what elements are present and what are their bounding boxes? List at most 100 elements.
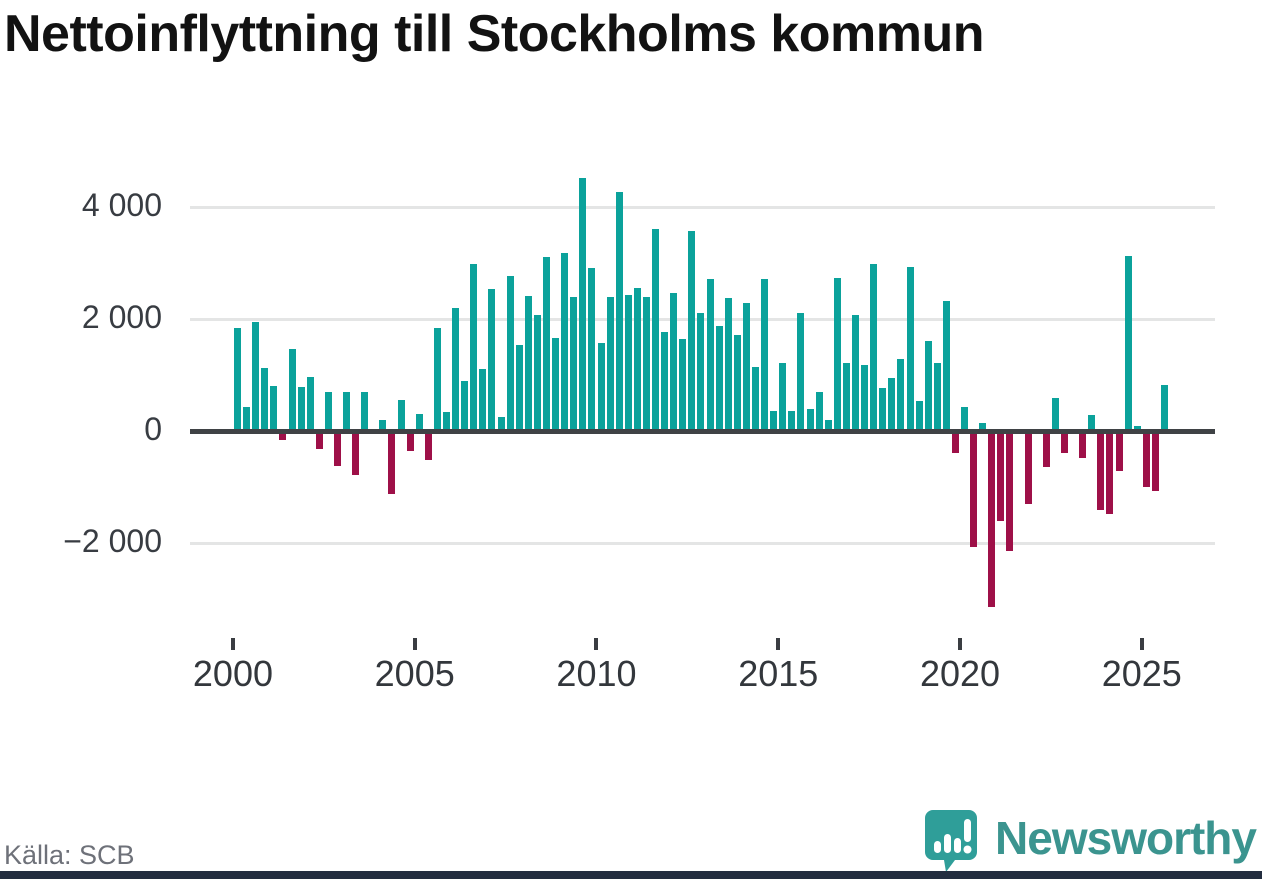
bar-2006Q4 <box>479 369 487 432</box>
bar-2021Q2 <box>1006 431 1014 551</box>
bar-2010Q3 <box>615 191 623 432</box>
bar-2002Q1 <box>306 376 314 432</box>
bar-2012Q2 <box>679 339 687 432</box>
bar-2022Q2 <box>1042 431 1050 467</box>
x-axis-tick-2010 <box>594 638 599 650</box>
x-axis-tick-label: 2010 <box>556 653 637 694</box>
bar-2007Q1 <box>488 288 496 432</box>
x-axis-tick-2020 <box>957 638 962 650</box>
bar-2001Q1 <box>270 385 278 432</box>
bar-2018Q1 <box>888 378 896 432</box>
bar-2011Q2 <box>642 297 650 432</box>
bar-2018Q3 <box>906 266 914 432</box>
bar-2006Q2 <box>461 381 469 432</box>
bar-2002Q4 <box>333 431 341 467</box>
bar-2005Q1 <box>415 414 423 432</box>
bar-2019Q4 <box>951 431 959 453</box>
bar-2003Q2 <box>352 431 360 476</box>
bar-2000Q1 <box>234 327 241 432</box>
bar-2023Q3 <box>1088 414 1096 432</box>
bar-2019Q3 <box>942 301 950 432</box>
zero-axis-line <box>190 429 1215 434</box>
bar-2018Q2 <box>897 359 905 432</box>
bar-2015Q3 <box>797 313 805 432</box>
x-axis-tick-2015 <box>776 638 781 650</box>
gridline-4000 <box>190 206 1215 209</box>
bar-2008Q3 <box>542 256 550 432</box>
bar-2024Q3 <box>1124 255 1132 432</box>
bar-2011Q1 <box>633 288 641 432</box>
bar-2020Q4 <box>988 431 996 607</box>
bar-2002Q2 <box>315 431 323 450</box>
bar-2009Q3 <box>579 177 587 432</box>
bar-2015Q2 <box>788 411 796 432</box>
bar-2017Q3 <box>870 264 878 432</box>
bar-2005Q3 <box>433 327 441 432</box>
bar-2010Q4 <box>624 294 632 432</box>
bar-2000Q3 <box>252 322 260 432</box>
source-label: Källa: SCB <box>4 840 135 870</box>
bar-2017Q1 <box>851 315 859 432</box>
bar-2025Q3 <box>1160 385 1168 432</box>
bar-2010Q1 <box>597 343 605 432</box>
gridline--2000 <box>190 542 1215 545</box>
x-axis-tick-label: 2005 <box>374 653 455 694</box>
bar-2012Q3 <box>688 231 696 432</box>
x-axis-tick-2005 <box>412 638 417 650</box>
bar-2012Q1 <box>670 293 678 432</box>
bar-2001Q4 <box>297 386 305 432</box>
bar-2023Q4 <box>1097 431 1105 510</box>
bar-2025Q2 <box>1151 431 1159 492</box>
bar-2024Q4 <box>1133 426 1141 432</box>
y-axis-tick-label: 4 000 <box>81 186 162 223</box>
bar-2006Q1 <box>452 308 460 432</box>
bar-2008Q4 <box>552 337 560 432</box>
bar-2022Q3 <box>1051 398 1059 432</box>
bar-2011Q4 <box>661 332 669 432</box>
bar-2003Q3 <box>361 391 369 432</box>
bar-2001Q3 <box>288 349 296 432</box>
bar-2009Q2 <box>570 297 578 432</box>
newsworthy-logo: Newsworthy <box>923 808 1257 874</box>
bar-2021Q4 <box>1024 431 1032 505</box>
bar-2022Q4 <box>1061 431 1068 453</box>
x-axis-tick-label: 2000 <box>192 653 273 694</box>
x-axis-tick-2025 <box>1139 638 1144 650</box>
bar-2025Q1 <box>1142 431 1150 487</box>
bar-2004Q4 <box>406 431 414 451</box>
bar-2011Q3 <box>652 228 660 432</box>
bar-2023Q2 <box>1079 431 1087 459</box>
newsworthy-icon <box>925 810 978 872</box>
bar-2004Q3 <box>397 399 405 432</box>
bar-2008Q1 <box>524 295 532 432</box>
bar-2001Q2 <box>279 431 287 440</box>
bar-2009Q1 <box>561 252 569 432</box>
bar-2013Q4 <box>733 335 741 432</box>
bar-2010Q2 <box>606 297 614 432</box>
bar-2016Q1 <box>815 392 823 432</box>
bar-2016Q4 <box>842 363 850 432</box>
bar-2004Q2 <box>388 431 396 495</box>
bar-2020Q3 <box>979 423 987 432</box>
bar-2019Q1 <box>924 341 932 432</box>
bar-2018Q4 <box>915 401 923 432</box>
bar-2002Q3 <box>324 391 332 432</box>
y-axis-tick-label: 2 000 <box>81 298 162 335</box>
bar-2021Q1 <box>997 431 1005 521</box>
x-axis-tick-label: 2015 <box>738 653 819 694</box>
bar-2019Q2 <box>933 363 941 432</box>
bar-2007Q3 <box>506 276 514 432</box>
bar-2009Q4 <box>588 267 596 432</box>
chart-title: Nettoinflyttning till Stockholms kommun <box>4 5 985 63</box>
bar-2004Q1 <box>379 419 387 432</box>
x-axis-tick-label: 2020 <box>919 653 1001 694</box>
x-axis-tick-2000 <box>230 638 235 650</box>
bar-2016Q3 <box>833 278 841 432</box>
bottom-strip <box>0 871 1262 879</box>
bar-2008Q2 <box>533 315 541 432</box>
bar-2015Q1 <box>779 362 787 432</box>
bar-2007Q4 <box>515 344 523 432</box>
bar-2007Q2 <box>497 416 505 432</box>
